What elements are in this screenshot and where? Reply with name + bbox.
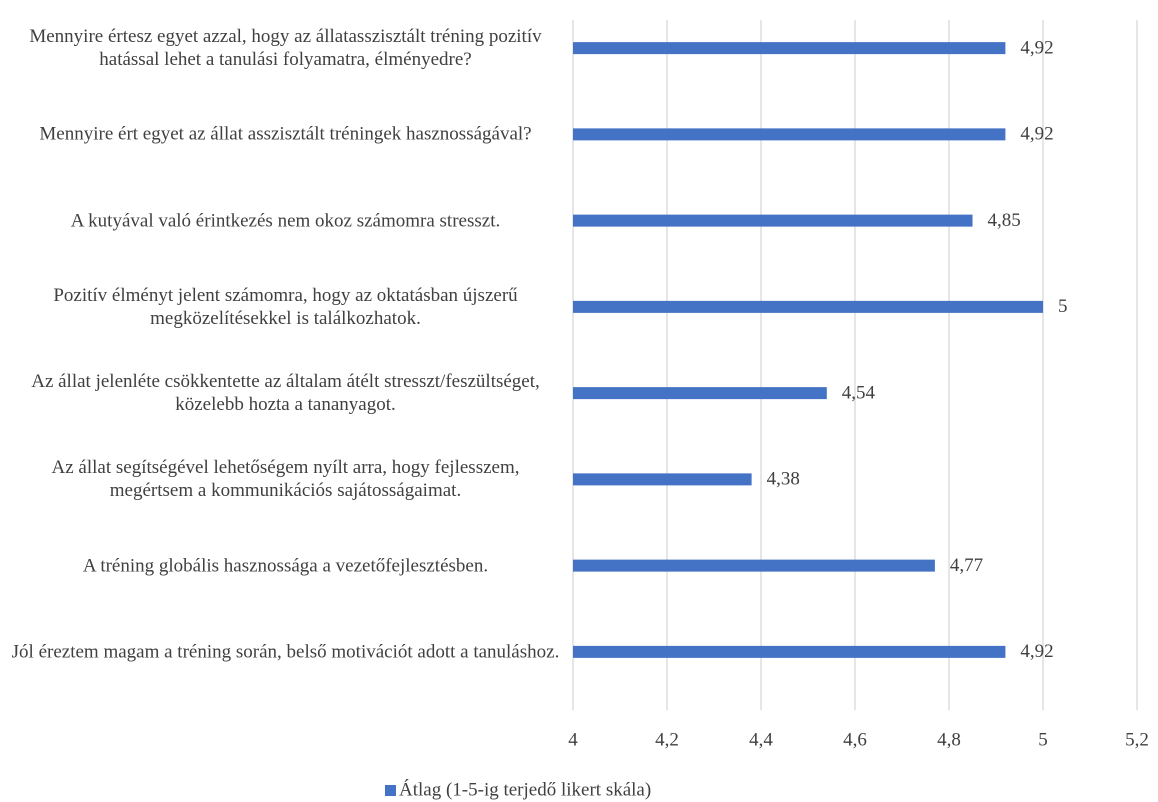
value-label: 4,77 bbox=[950, 555, 983, 576]
category-label: Pozitív élményt jelent számomra, hogy az… bbox=[53, 284, 518, 329]
bar bbox=[573, 387, 827, 400]
value-label: 5 bbox=[1058, 296, 1068, 317]
bar bbox=[573, 42, 1006, 55]
value-label: 4,85 bbox=[988, 210, 1021, 231]
value-label: 4,92 bbox=[1020, 124, 1053, 145]
x-tick-label: 4,2 bbox=[655, 729, 679, 750]
legend-swatch bbox=[385, 785, 396, 796]
value-label: 4,92 bbox=[1020, 37, 1053, 58]
bar bbox=[573, 645, 1006, 658]
bar bbox=[573, 214, 973, 227]
value-label: 4,92 bbox=[1020, 641, 1053, 662]
category-label: Mennyire ért egyet az állat asszisztált … bbox=[39, 123, 532, 145]
value-label: 4,54 bbox=[842, 382, 876, 403]
x-tick-label: 4 bbox=[568, 729, 578, 750]
x-tick-label: 4,6 bbox=[843, 729, 867, 750]
x-tick-label: 5,2 bbox=[1125, 729, 1149, 750]
bar bbox=[573, 559, 935, 572]
value-label: 4,38 bbox=[767, 469, 800, 490]
bar bbox=[573, 128, 1006, 141]
category-label: Mennyire értesz egyet azzal, hogy az áll… bbox=[29, 26, 542, 71]
category-label: A tréning globális hasznossága a vezetőf… bbox=[82, 555, 489, 577]
category-label: A kutyával való érintkezés nem okoz szám… bbox=[70, 210, 501, 232]
bar bbox=[573, 300, 1043, 313]
bar bbox=[573, 473, 752, 486]
x-tick-label: 4,8 bbox=[937, 729, 961, 750]
x-tick-label: 5 bbox=[1038, 729, 1048, 750]
x-tick-label: 4,4 bbox=[749, 729, 773, 750]
category-label: Jól éreztem magam a tréning során, belső… bbox=[11, 641, 560, 663]
legend-label: Átlag (1-5-ig terjedő likert skála) bbox=[399, 778, 651, 800]
category-label: Az állat jelenléte csökkentette az által… bbox=[31, 371, 540, 416]
category-label: Az állat segítségével lehetőségem nyílt … bbox=[51, 457, 520, 502]
